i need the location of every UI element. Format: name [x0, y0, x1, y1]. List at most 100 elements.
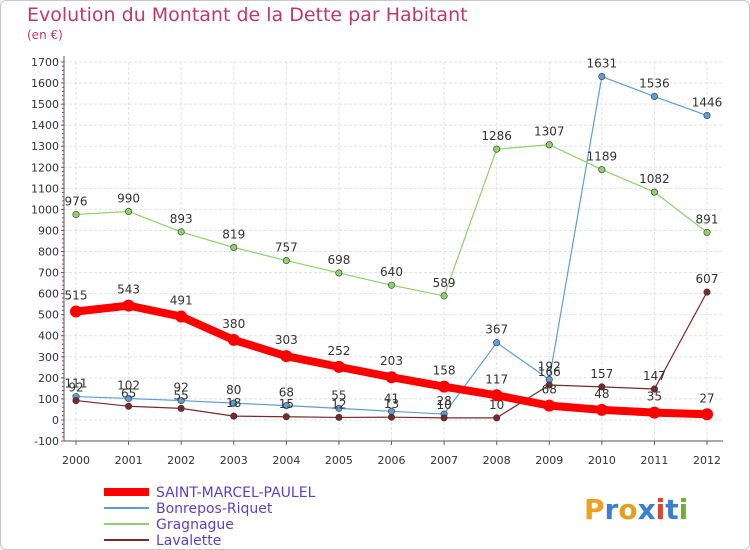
x-tick-label: 2010	[588, 454, 616, 467]
data-label: 252	[327, 344, 350, 358]
x-tick-label: 2006	[378, 454, 406, 467]
data-label: 380	[222, 317, 245, 331]
data-label: 65	[121, 386, 136, 400]
data-label: 35	[647, 390, 662, 404]
data-label: 68	[542, 383, 557, 397]
data-label: 757	[275, 241, 298, 255]
data-label: 10	[489, 398, 504, 412]
data-point	[280, 350, 293, 363]
legend-label: Gragnague	[156, 517, 234, 533]
data-point	[490, 389, 503, 402]
svg-text:Proxiti: Proxiti	[584, 493, 688, 526]
y-tick-label: 700	[38, 267, 59, 280]
y-tick-label: 200	[38, 372, 59, 385]
data-label: 166	[538, 365, 561, 379]
y-tick-label: 500	[38, 309, 59, 322]
data-point	[177, 404, 185, 412]
data-label: 303	[275, 333, 298, 347]
data-point	[703, 228, 711, 236]
x-tick-label: 2007	[430, 454, 458, 467]
data-label: 92	[68, 381, 83, 395]
data-point	[227, 333, 240, 346]
data-label: 1536	[639, 77, 670, 91]
data-label: 10	[436, 398, 451, 412]
data-point	[282, 257, 290, 265]
y-tick-label: 1300	[31, 140, 59, 153]
data-label: 1307	[534, 125, 565, 139]
data-point	[387, 413, 395, 421]
data-point	[335, 413, 343, 421]
data-point	[125, 402, 133, 410]
data-label: 80	[226, 383, 241, 397]
x-tick-label: 2001	[115, 454, 143, 467]
data-label: 819	[222, 227, 245, 241]
x-tick-label: 2000	[62, 454, 90, 467]
y-tick-label: 600	[38, 288, 59, 301]
data-point	[230, 412, 238, 420]
y-tick-label: 1700	[31, 56, 59, 69]
data-label: 158	[433, 364, 456, 378]
data-label: 1189	[587, 150, 618, 164]
data-point	[332, 360, 345, 373]
data-label: 976	[65, 194, 88, 208]
data-label: 55	[174, 388, 189, 402]
legend: SAINT-MARCEL-PAULELBonrepos-RiquetGragna…	[104, 485, 316, 549]
data-label: 18	[226, 396, 241, 410]
data-point	[282, 413, 290, 421]
data-label: 13	[384, 397, 399, 411]
data-point	[282, 402, 290, 410]
data-label: 640	[380, 265, 403, 279]
data-point	[385, 371, 398, 384]
data-label: 28	[436, 394, 451, 408]
data-point	[493, 145, 501, 153]
data-label: 92	[174, 381, 189, 395]
data-label: 990	[117, 191, 140, 205]
data-label: 203	[380, 354, 403, 368]
data-label: 698	[327, 253, 350, 267]
y-tick-label: 1100	[31, 182, 59, 195]
data-label: 589	[433, 276, 456, 290]
data-point	[440, 414, 448, 422]
data-label: 12	[331, 397, 346, 411]
data-point	[230, 243, 238, 251]
x-tick-label: 2004	[272, 454, 300, 467]
y-tick-label: 300	[38, 351, 59, 364]
data-point	[175, 310, 188, 323]
data-label: 147	[643, 369, 666, 383]
y-tick-label: -100	[34, 435, 59, 448]
x-tick-label: 2011	[640, 454, 668, 467]
data-point	[493, 339, 501, 347]
y-tick-label: 1500	[31, 98, 59, 111]
proxiti-logo: Proxiti	[584, 493, 688, 526]
data-point	[387, 281, 395, 289]
data-point	[595, 403, 608, 416]
data-label: 891	[696, 212, 719, 226]
data-point	[598, 383, 606, 391]
series-lines	[70, 73, 713, 422]
data-point	[703, 288, 711, 296]
data-point	[650, 385, 658, 393]
data-labels: 515 543 491 380 303 252 203 158 117 68 48 35 27 111 10…	[65, 57, 723, 412]
x-tick-label: 2009	[535, 454, 563, 467]
data-label: 1082	[639, 172, 670, 186]
data-point	[648, 406, 661, 419]
data-label: 192	[538, 360, 561, 374]
data-point	[545, 381, 553, 389]
y-tick-label: 1400	[31, 119, 59, 132]
chart-subtitle: (en €)	[27, 28, 63, 42]
y-tick-label: 800	[38, 246, 59, 259]
data-label: 367	[485, 323, 508, 337]
data-label: 117	[485, 372, 508, 386]
data-point	[72, 397, 80, 405]
data-label: 607	[696, 272, 719, 286]
data-point	[122, 299, 135, 312]
data-label: 27	[699, 391, 714, 405]
axes: -100 0 100 200 300 400 500 600 700 800 900 1000 1100…	[31, 56, 723, 467]
data-label: 41	[384, 391, 399, 405]
data-label: 15	[279, 397, 294, 411]
data-label: 1446	[692, 95, 723, 109]
data-label: 1286	[481, 129, 512, 143]
data-label: 515	[65, 289, 88, 303]
data-point	[335, 404, 343, 412]
data-label: 111	[65, 377, 88, 391]
